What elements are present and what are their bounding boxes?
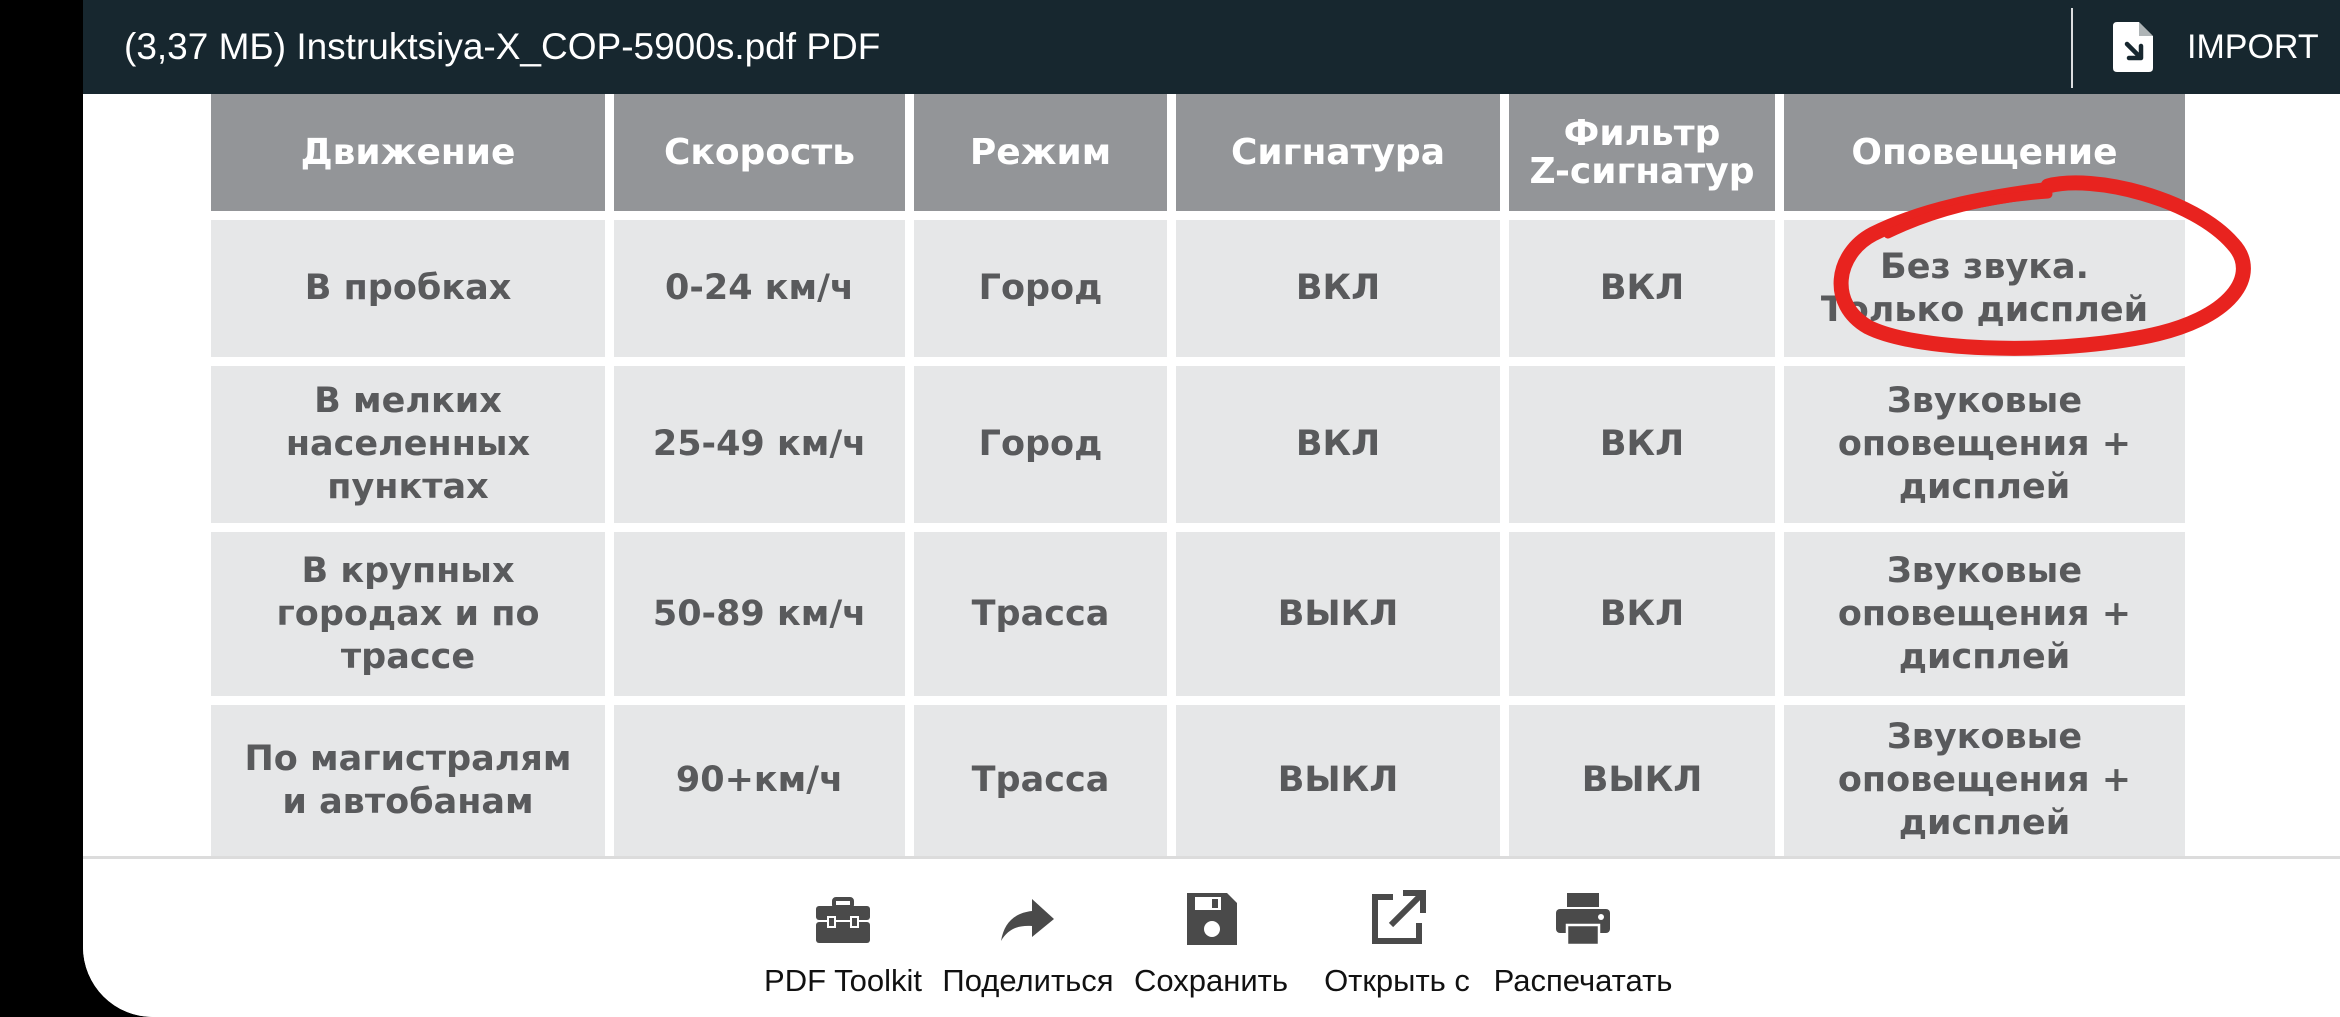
cell-text: ВКЛ	[1295, 424, 1381, 464]
cell-text: Звуковые оповещения + дисплей	[1837, 717, 2132, 843]
cell-text: 90+км/ч	[675, 760, 844, 800]
table-cell: В пробках	[211, 220, 614, 366]
table-cell: 25-49 км/ч	[614, 366, 914, 532]
import-button[interactable]: IMPORT	[2093, 0, 2340, 94]
cell-text: Трасса	[971, 593, 1110, 634]
header-cell: Скорость	[614, 94, 914, 220]
table-row: В мелких населенных пунктах 25-49 км/ч Гор…	[211, 366, 2185, 532]
cell-text: ВЫКЛ	[1277, 593, 1399, 634]
header-text: Фильтр Z-сигнатур	[1529, 112, 1755, 192]
table-cell: Город	[914, 220, 1176, 366]
toolbar-divider	[83, 856, 2340, 859]
printer-icon	[1556, 893, 1610, 947]
header-cell: Сигнатура	[1176, 94, 1509, 220]
cell-text: В крупных городах и по трассе	[276, 550, 540, 677]
pdf-viewer[interactable]: Движение Скорость Режим Сигнатура Фильтр…	[83, 94, 2340, 856]
table-cell: ВКЛ	[1509, 366, 1784, 532]
table-cell: 0-24 км/ч	[614, 220, 914, 366]
tool-label: Распечатать	[1493, 963, 1673, 998]
table-cell: ВЫКЛ	[1176, 705, 1509, 856]
table-cell: Трасса	[914, 705, 1176, 856]
table-cell: Звуковые оповещения + дисплей	[1784, 366, 2185, 532]
bottom-toolbar: PDF Toolkit Поделиться Сохранить Откры	[83, 859, 2340, 1017]
top-bar: (3,37 МБ) Instruktsiya-X_COP-5900s.pdf P…	[83, 0, 2340, 94]
cell-text: Без звука. Только дисплей	[1820, 246, 2149, 330]
cell-text: ВКЛ	[1295, 268, 1381, 308]
table-cell: ВКЛ	[1176, 220, 1509, 366]
cell-text: ВКЛ	[1599, 268, 1685, 308]
header-text: Сигнатура	[1230, 131, 1445, 173]
table-cell: ВЫКЛ	[1509, 705, 1784, 856]
cell-text: ВЫКЛ	[1581, 760, 1703, 800]
pdf-toolkit-button[interactable]: PDF Toolkit	[758, 859, 928, 1017]
top-bar-divider	[2071, 8, 2073, 88]
table-row: В пробках 0-24 км/ч Город ВКЛ ВКЛ Без зв…	[211, 220, 2185, 366]
header-text: Режим	[969, 131, 1112, 173]
open-with-button[interactable]: Открыть с	[1313, 859, 1481, 1017]
header-text: Движение	[300, 131, 516, 173]
table-row: По магистралям и автобанам 90+км/ч Трасса…	[211, 705, 2185, 856]
cell-text: Звуковые оповещения + дисплей	[1837, 381, 2132, 507]
header-cell: Оповещение	[1784, 94, 2185, 220]
cell-text: ВКЛ	[1599, 424, 1685, 464]
table-cell: В крупных городах и по трассе	[211, 532, 614, 705]
header-text: Скорость	[663, 131, 856, 173]
toolbox-icon	[816, 897, 870, 943]
cell-text: 0-24 км/ч	[665, 268, 854, 308]
share-button[interactable]: Поделиться	[936, 859, 1120, 1017]
tool-label: Сохранить	[1133, 963, 1289, 998]
open-external-icon	[1372, 890, 1426, 944]
table-cell: ВЫКЛ	[1176, 532, 1509, 705]
cell-text: Город	[978, 424, 1103, 464]
save-button[interactable]: Сохранить	[1127, 859, 1295, 1017]
cell-text: В пробках	[304, 268, 512, 308]
cell-text: ВКЛ	[1599, 593, 1685, 634]
table-cell: Звуковые оповещения + дисплей	[1784, 705, 2185, 856]
print-button[interactable]: Распечатать	[1485, 859, 1681, 1017]
document-title: (3,37 МБ) Instruktsiya-X_COP-5900s.pdf P…	[124, 26, 881, 67]
table-cell: 90+км/ч	[614, 705, 914, 856]
table-row: В крупных городах и по трассе 50-89 км/ч Т…	[211, 532, 2185, 705]
cell-text: 25-49 км/ч	[652, 424, 867, 464]
table-cell: Звуковые оповещения + дисплей	[1784, 532, 2185, 705]
save-icon	[1187, 893, 1237, 945]
header-text: Оповещение	[1851, 131, 2118, 173]
table-cell: ВКЛ	[1176, 366, 1509, 532]
file-import-icon	[2113, 22, 2153, 72]
cell-text: Звуковые оповещения + дисплей	[1837, 550, 2132, 677]
mode-table: Движение Скорость Режим Сигнатура Фильтр…	[211, 94, 2185, 856]
header-cell: Фильтр Z-сигнатур	[1509, 94, 1784, 220]
table-cell: ВКЛ	[1509, 532, 1784, 705]
cell-text: По магистралям и автобанам	[244, 738, 572, 822]
table-cell: 50-89 км/ч	[614, 532, 914, 705]
table-cell: В мелких населенных пунктах	[211, 366, 614, 532]
share-arrow-icon	[1001, 899, 1054, 941]
app-screen: (3,37 МБ) Instruktsiya-X_COP-5900s.pdf P…	[83, 0, 2340, 1017]
tool-label: PDF Toolkit	[764, 963, 922, 998]
table-cell: Трасса	[914, 532, 1176, 705]
cell-text: Трасса	[971, 760, 1110, 800]
tool-label: Открыть с	[1324, 963, 1470, 998]
table-cell: Город	[914, 366, 1176, 532]
table-cell: Без звука. Только дисплей	[1784, 220, 2185, 366]
table-header-row: Движение Скорость Режим Сигнатура Фильтр…	[211, 94, 2185, 220]
tool-label: Поделиться	[942, 963, 1114, 998]
cell-text: В мелких населенных пунктах	[285, 381, 531, 507]
cell-text: 50-89 км/ч	[652, 593, 867, 634]
table-cell: По магистралям и автобанам	[211, 705, 614, 856]
header-cell: Режим	[914, 94, 1176, 220]
cell-text: ВЫКЛ	[1277, 760, 1399, 800]
table-cell: ВКЛ	[1509, 220, 1784, 366]
import-label: IMPORT	[2187, 28, 2319, 66]
header-cell: Движение	[211, 94, 614, 220]
cell-text: Город	[978, 268, 1103, 308]
